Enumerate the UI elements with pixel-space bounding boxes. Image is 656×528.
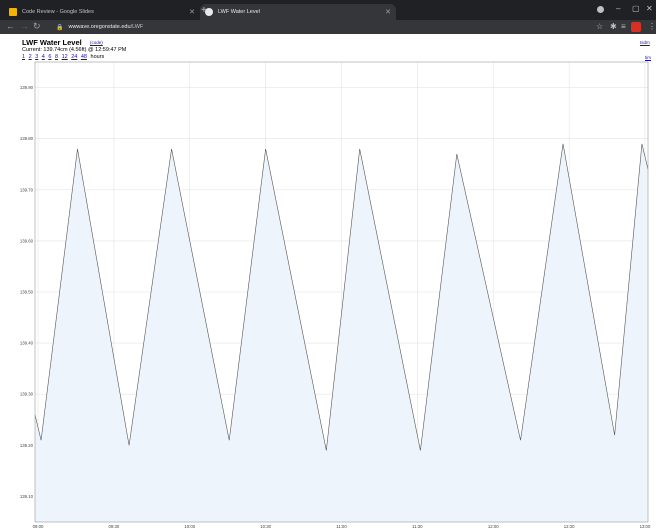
y-tick-label: 139.60 xyxy=(20,238,34,243)
tab-google-slides[interactable]: Code Review - Google Slides ✕ xyxy=(4,4,200,20)
address-bar[interactable]: 🔒 wwwave.oregonstate.edu /LWF xyxy=(56,22,586,32)
close-icon[interactable]: ✕ xyxy=(189,8,195,16)
page-content: LWF Water Level (code) Current: 139.74cm… xyxy=(0,34,656,528)
back-button[interactable]: ← xyxy=(6,21,15,31)
x-tick-label: 12:30 xyxy=(564,524,575,528)
water-level-chart: 139.90 139.80 139.70 139.60 139.50 139.40 139.… xyxy=(0,34,656,528)
tab-title: LWF Water Level xyxy=(218,9,385,15)
url-host: wwwave.oregonstate.edu xyxy=(68,24,130,30)
account-icon[interactable] xyxy=(597,6,604,13)
x-tick-label: 12:00 xyxy=(488,524,499,528)
slides-icon xyxy=(9,8,17,16)
minimize-button[interactable]: – xyxy=(616,4,620,13)
x-tick-label: 11:00 xyxy=(336,524,347,528)
close-icon[interactable]: ✕ xyxy=(385,8,391,16)
x-tick-label: 09:30 xyxy=(109,524,120,528)
x-tick-label: 13:00 xyxy=(640,524,651,528)
browser-tab-bar: Code Review - Google Slides ✕ LWF Water … xyxy=(0,0,656,20)
media-icon[interactable]: ≡ xyxy=(621,22,626,31)
reload-button[interactable]: ↻ xyxy=(33,21,41,32)
y-tick-label: 139.90 xyxy=(20,85,34,90)
extension-icon[interactable] xyxy=(631,22,641,32)
forward-button[interactable]: → xyxy=(20,21,29,31)
y-tick-label: 139.70 xyxy=(20,187,34,192)
url-path: /LWF xyxy=(131,24,144,30)
y-tick-label: 139.80 xyxy=(20,136,34,141)
extensions-icon[interactable]: ✱ xyxy=(610,22,617,31)
tab-lwf-water-level[interactable]: LWF Water Level ✕ xyxy=(200,4,396,20)
new-tab-button[interactable]: + xyxy=(201,5,207,16)
x-tick-label: 09:00 xyxy=(33,524,44,528)
star-icon[interactable]: ☆ xyxy=(596,22,603,31)
menu-icon[interactable]: ⋮ xyxy=(648,22,656,31)
x-tick-label: 10:00 xyxy=(184,524,195,528)
x-tick-label: 11:30 xyxy=(412,524,423,528)
y-tick-label: 139.20 xyxy=(20,443,34,448)
maximize-button[interactable]: ▢ xyxy=(632,4,640,13)
y-tick-label: 139.50 xyxy=(20,290,34,295)
close-window-button[interactable]: ✕ xyxy=(646,4,653,13)
tab-title: Code Review - Google Slides xyxy=(22,9,189,15)
lock-icon: 🔒 xyxy=(56,24,63,31)
y-tick-label: 139.40 xyxy=(20,341,34,346)
x-tick-label: 10:30 xyxy=(260,524,271,528)
y-tick-label: 139.30 xyxy=(20,392,34,397)
browser-toolbar: ← → ↻ 🔒 wwwave.oregonstate.edu /LWF ☆ ✱ … xyxy=(0,20,656,34)
y-tick-label: 139.10 xyxy=(20,494,34,499)
